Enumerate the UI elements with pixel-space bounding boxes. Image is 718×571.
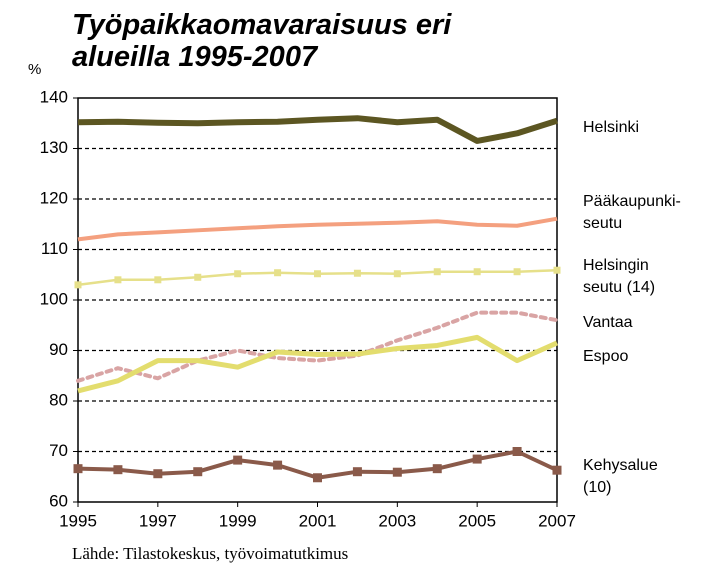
y-tick-label: 100 [40,289,68,308]
y-tick-label: 60 [49,491,68,510]
series-line [76,310,559,383]
point-marker [552,465,562,475]
legend-label: Helsinki [583,119,639,136]
point-marker [513,268,521,276]
x-tick-label: 1995 [59,511,97,530]
point-marker [74,281,82,289]
series-line [77,115,558,144]
point-marker [153,469,163,479]
legend-label: Kehysalue (10) [583,457,658,496]
y-tick-label: 120 [40,188,68,207]
point-marker [113,465,123,475]
source-note: Lähde: Tilastokeskus, työvoimatutkimus [72,544,348,563]
y-tick-label: 70 [49,441,68,460]
point-marker [274,269,282,277]
y-tick-label: 80 [49,390,68,409]
plot-frame [77,97,558,503]
point-marker [234,270,242,278]
point-marker [194,273,202,281]
legend-label: Pääkaupunki-seutu [583,193,681,232]
legend-label: Vantaa [583,314,633,331]
y-tick-label: 130 [40,138,68,157]
legend-label: Espoo [583,348,628,365]
point-marker [114,276,122,284]
series-line [77,334,559,394]
point-marker [353,269,361,277]
point-marker [433,268,441,276]
point-marker [154,276,162,284]
y-tick-label: 140 [40,87,68,106]
point-marker [512,447,522,456]
series-line [77,216,558,242]
chart-title: Työpaikkaomavaraisuus eri alueilla 1995-2… [72,9,452,73]
point-marker [314,270,321,278]
x-tick-label: 2001 [299,511,337,530]
y-unit: % [28,61,41,78]
x-tick-label: 2007 [538,511,576,530]
point-marker [393,270,401,278]
x-tick-label: 1999 [219,511,257,530]
point-marker [273,460,283,470]
legend-label: Helsingin seutu (14) [583,257,655,296]
x-tick-label: 2005 [458,511,496,530]
point-marker [73,464,83,474]
y-tick-label: 90 [49,340,68,359]
point-marker [233,455,243,465]
point-marker [472,454,482,464]
point-marker [553,266,561,274]
point-marker [392,467,402,477]
point-marker [313,473,322,483]
y-tick-label: 110 [41,239,68,258]
point-marker [432,464,442,474]
point-marker [352,467,362,477]
x-tick-label: 1997 [139,511,177,530]
x-tick-label: 2003 [378,511,416,530]
point-marker [473,268,481,276]
point-marker [193,467,203,477]
